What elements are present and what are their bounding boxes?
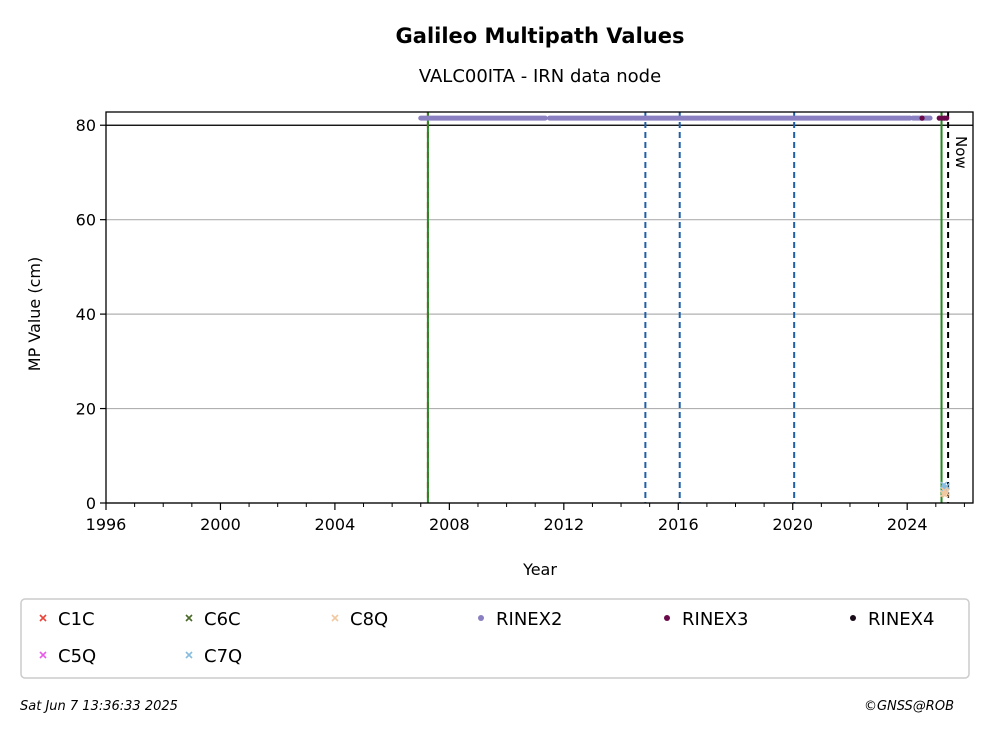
legend-label-c6c: C6C [204, 609, 241, 630]
legend: C1C C6C C8Q RINEX2 RINEX3 RINEX4 C5Q C7Q [20, 598, 970, 679]
legend-label-rinex2: RINEX2 [496, 609, 562, 630]
y-tick-label-60: 60 [76, 211, 96, 230]
legend-marker-c7q [185, 651, 193, 659]
legend-marker-c1c [39, 614, 47, 622]
legend-marker-rinex3 [664, 615, 670, 621]
now-label: Now [952, 136, 970, 169]
point-c7q-3 [942, 482, 950, 491]
footer-credit: ©GNSS@ROB [864, 699, 954, 714]
x-tick-label-2020: 2020 [772, 515, 813, 534]
legend-label-rinex3: RINEX3 [682, 609, 748, 630]
y-tick-label-40: 40 [76, 305, 96, 324]
plot-area: Now 0 20 40 60 80 1996 2000 2004 2008 2012 2016 2020… [76, 111, 974, 534]
point-rinex3-4 [944, 115, 950, 121]
x-tick-label-1996: 1996 [86, 515, 127, 534]
x-tick-label-2000: 2000 [200, 515, 241, 534]
legend-marker-c6c [185, 614, 193, 622]
legend-label-c5q: C5Q [58, 646, 96, 667]
legend-marker-rinex2 [478, 615, 484, 621]
point-c8q-3 [942, 488, 950, 496]
y-axis-label: MP Value (cm) [25, 257, 44, 371]
plot-frame [105, 111, 974, 504]
x-tick-label-2008: 2008 [429, 515, 470, 534]
legend-box [20, 598, 970, 679]
point-rinex3-0 [919, 115, 925, 121]
x-tick-label-2004: 2004 [315, 515, 356, 534]
legend-label-c8q: C8Q [350, 609, 388, 630]
legend-label-c1c: C1C [58, 609, 95, 630]
x-tick-label-2012: 2012 [543, 515, 584, 534]
chart-subtitle: VALC00ITA - IRN data node [419, 66, 661, 87]
legend-marker-rinex4 [850, 615, 856, 621]
x-tick-label-2016: 2016 [658, 515, 699, 534]
y-tick-label-20: 20 [76, 400, 96, 419]
legend-label-c7q: C7Q [204, 646, 242, 667]
x-tick-label-2024: 2024 [887, 515, 928, 534]
y-tick-label-80: 80 [76, 116, 96, 135]
legend-marker-c8q [331, 614, 339, 622]
x-axis-label: Year [522, 560, 557, 579]
legend-marker-c5q [39, 651, 47, 659]
chart-title: Galileo Multipath Values [396, 24, 685, 48]
legend-label-rinex4: RINEX4 [868, 609, 934, 630]
y-tick-label-0: 0 [86, 494, 96, 513]
footer-timestamp: Sat Jun 7 13:36:33 2025 [20, 699, 178, 714]
